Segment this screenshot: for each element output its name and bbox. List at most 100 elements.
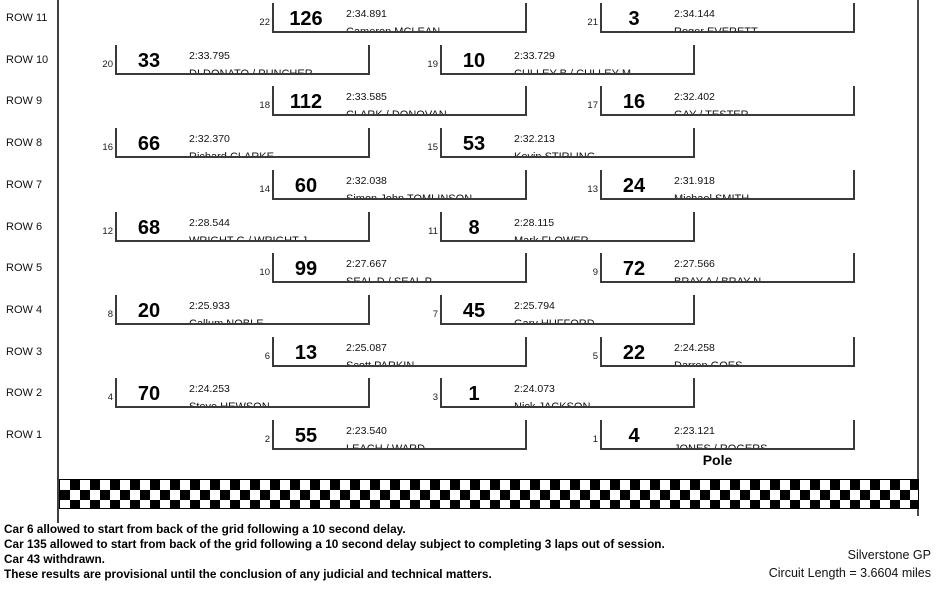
grid-position-number: 19 <box>427 58 438 70</box>
driver-info: 2:24.073 Nick JACKSON <box>506 378 590 406</box>
grid-slot: 18 112 2:33.585 CLARK / DONOVAN <box>259 86 527 117</box>
car-number: 33 <box>137 49 161 72</box>
qualifying-time: 2:33.729 <box>514 49 555 62</box>
grid-position-number: 21 <box>587 17 598 28</box>
car-number: 4 <box>628 425 640 447</box>
car-number: 1 <box>468 383 480 406</box>
car-number: 53 <box>462 133 486 156</box>
driver-name: Michael SMITH <box>674 193 749 198</box>
car-number: 126 <box>289 8 323 30</box>
row-label: ROW 2 <box>6 387 43 400</box>
driver-info: 2:23.540 LEACH / WARD <box>338 420 425 448</box>
qualifying-time: 2:23.121 <box>674 425 715 437</box>
track-edge-right-line <box>917 0 919 516</box>
driver-name: Steve HEWSON <box>189 401 270 406</box>
qualifying-time: 2:24.258 <box>674 341 715 354</box>
circuit-info: Silverstone GP Circuit Length = 3.6604 m… <box>769 546 931 582</box>
grid-slot: 16 66 2:32.370 Richard CLARKE <box>102 128 370 159</box>
grid-position-number: 5 <box>592 350 598 362</box>
qualifying-time: 2:32.038 <box>346 174 387 187</box>
qualifying-time: 2:28.544 <box>189 216 230 229</box>
row-label: ROW 11 <box>6 12 48 24</box>
qualifying-time: 2:33.795 <box>189 49 230 62</box>
grid-slot: 10 99 2:27.667 SEAL D / SEAL P <box>259 253 527 284</box>
grid-slot: 9 72 2:27.566 BRAY A / BRAY N <box>593 253 855 284</box>
qualifying-time: 2:25.933 <box>189 299 230 312</box>
grid-position-number: 2 <box>264 434 270 445</box>
driver-name: Cameron MCLEAN <box>346 26 440 31</box>
driver-name: CULLEY B / CULLEY M <box>514 68 631 73</box>
grid-slot: 8 20 2:25.933 Callum NOBLE <box>108 294 370 325</box>
car-number: 72 <box>622 258 646 281</box>
driver-info: 2:33.729 CULLEY B / CULLEY M <box>506 45 631 73</box>
grid-slot: 11 8 2:28.115 Mark FLOWER <box>428 211 695 242</box>
driver-name: DI DONATO / PUNCHER <box>189 68 313 73</box>
grid-slot: 15 53 2:32.213 Kevin STIRLING <box>427 128 695 159</box>
grid-position-number: 16 <box>102 142 113 154</box>
grid-position-number: 7 <box>432 308 438 320</box>
steward-notes: Car 6 allowed to start from back of the … <box>4 522 665 582</box>
car-number: 16 <box>622 91 646 114</box>
grid-position-number: 15 <box>427 142 438 154</box>
row-label: ROW 4 <box>6 303 43 316</box>
grid-position-number: 18 <box>259 100 270 112</box>
grid-slot: 22 126 2:34.891 Cameron MCLEAN <box>259 3 527 33</box>
driver-info: 2:27.566 BRAY A / BRAY N <box>666 253 761 281</box>
driver-info: 2:33.585 CLARK / DONOVAN <box>338 86 447 114</box>
grid-slot: 2 55 2:23.540 LEACH / WARD <box>265 420 527 450</box>
grid-position-number: 12 <box>102 225 113 237</box>
grid-position-number: 1 <box>592 434 598 445</box>
qualifying-time: 2:32.402 <box>674 91 715 104</box>
circuit-name: Silverstone GP <box>847 548 931 562</box>
qualifying-time: 2:34.144 <box>674 8 715 20</box>
grid-position-number: 3 <box>432 392 438 404</box>
row-label: ROW 8 <box>6 137 43 150</box>
driver-info: 2:34.144 Roger EVERETT <box>666 3 758 31</box>
car-number: 13 <box>294 341 318 364</box>
grid-position-number: 11 <box>428 225 438 237</box>
driver-info: 2:31.918 Michael SMITH <box>666 170 749 198</box>
grid-slot: 7 45 2:25.794 Gary HUFFORD <box>433 294 695 325</box>
driver-name: SEAL D / SEAL P <box>346 276 432 281</box>
driver-info: 2:24.258 Darren GOES <box>666 337 742 365</box>
qualifying-time: 2:25.794 <box>514 299 555 312</box>
car-number: 60 <box>294 174 318 197</box>
row-label: ROW 5 <box>6 262 43 275</box>
driver-name: Callum NOBLE <box>189 318 264 323</box>
qualifying-time: 2:32.370 <box>189 133 230 146</box>
driver-info: 2:28.115 Mark FLOWER <box>506 212 589 240</box>
driver-info: 2:23.121 JONES / ROGERS <box>666 420 768 448</box>
qualifying-time: 2:31.918 <box>674 174 715 187</box>
driver-name: Kevin STIRLING <box>514 151 595 156</box>
grid-position-number: 6 <box>264 350 270 362</box>
driver-info: 2:25.794 Gary HUFFORD <box>506 295 595 323</box>
circuit-length: Circuit Length = 3.6604 miles <box>768 566 931 580</box>
qualifying-time: 2:34.891 <box>346 8 387 20</box>
note-line: Car 43 withdrawn. <box>4 552 105 566</box>
grid-position-number: 20 <box>102 58 113 70</box>
grid-slot: 19 10 2:33.729 CULLEY B / CULLEY M <box>427 44 695 75</box>
grid-slot: 6 13 2:25.087 Scott PARKIN <box>265 336 527 367</box>
qualifying-time: 2:24.253 <box>189 383 230 396</box>
driver-name: Scott PARKIN <box>346 360 414 365</box>
grid-position-number: 10 <box>259 267 270 279</box>
grid-position-number: 17 <box>587 100 598 112</box>
grid-slot: 12 68 2:28.544 WRIGHT G / WRIGHT J <box>102 211 370 242</box>
row-label: ROW 6 <box>6 220 43 233</box>
driver-info: 2:33.795 DI DONATO / PUNCHER <box>181 45 313 73</box>
car-number: 68 <box>137 216 161 239</box>
qualifying-time: 2:27.667 <box>346 258 387 271</box>
driver-info: 2:24.253 Steve HEWSON <box>181 378 270 406</box>
driver-name: Mark FLOWER <box>514 235 589 240</box>
driver-name: Simon John TOMLINSON <box>346 193 472 198</box>
row-label: ROW 1 <box>6 429 43 441</box>
grid-position-number: 14 <box>259 183 270 195</box>
car-number: 24 <box>622 174 646 197</box>
grid-slot: 3 1 2:24.073 Nick JACKSON <box>433 378 695 409</box>
qualifying-time: 2:33.585 <box>346 91 387 104</box>
car-number: 8 <box>468 216 480 239</box>
grid-slot: 13 24 2:31.918 Michael SMITH <box>587 169 855 200</box>
driver-info: 2:32.370 Richard CLARKE <box>181 128 274 156</box>
grid-position-number: 8 <box>107 308 113 320</box>
